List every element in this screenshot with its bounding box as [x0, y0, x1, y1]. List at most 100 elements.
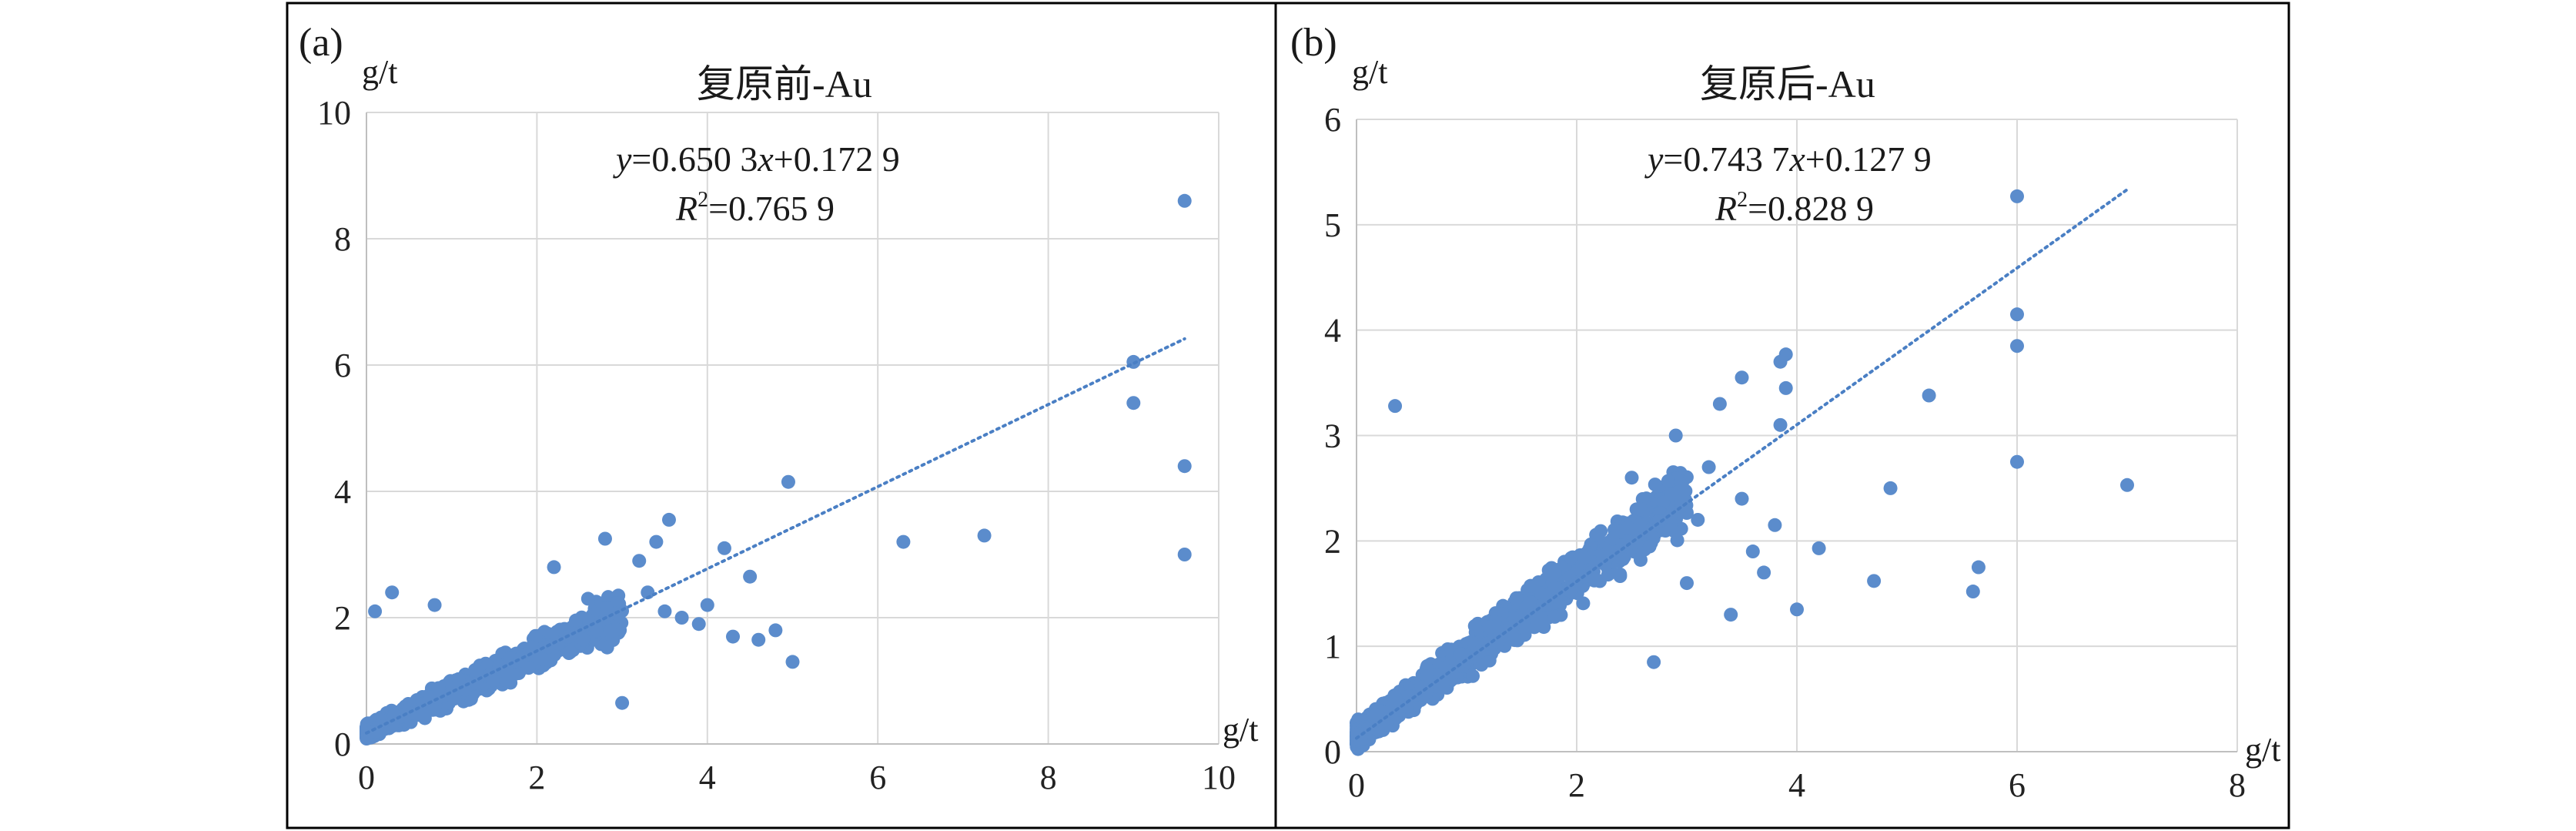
panel-a-data-point — [726, 629, 741, 644]
panel-a-data-point — [368, 604, 383, 618]
panel-b-data-point — [2120, 477, 2134, 492]
panel-a-eq-intercept: +0.172 9 — [774, 139, 900, 179]
panel-a-ticks: 0 2 4 6 8 10 0 2 4 6 8 10 — [317, 94, 1236, 796]
panel-a-r2-r: R — [675, 189, 698, 228]
panel-a-data-point — [781, 474, 795, 489]
panel-b-data-point — [2010, 307, 2024, 322]
panel-a-data-point — [547, 560, 561, 575]
panel-b-data-point — [1648, 477, 1662, 492]
panel-b-data-point — [1454, 647, 1468, 662]
panel-b-data-point — [1507, 612, 1522, 626]
panel-b-r2: R2=0.828 9 — [1715, 188, 1874, 228]
panel-b: 0 2 4 6 8 0 1 2 3 4 5 6 (b) g/t 复原后-Au y=0.743 7x+0… — [1290, 21, 2280, 804]
panel-a-data-point — [785, 655, 800, 669]
panel-b-data-point — [1379, 715, 1393, 730]
panel-a-eq-slope: =0.650 3 — [631, 139, 758, 179]
panel-b-ticks: 0 2 4 6 8 0 1 2 3 4 5 6 — [1324, 101, 2246, 804]
panel-b-eq-x: x — [1788, 139, 1805, 179]
panel-b-data-point — [1524, 578, 1538, 593]
panel-a-data-point — [597, 531, 612, 546]
panel-b-y-tick-label: 5 — [1324, 206, 1341, 244]
panel-b-data-point — [1524, 595, 1538, 610]
panel-b-data-point — [1691, 512, 1705, 527]
panel-b-data-point — [1632, 518, 1647, 532]
panel-a-data-point — [427, 598, 442, 612]
panel-a-data-point — [977, 528, 992, 543]
panel-b-data-point — [1402, 689, 1417, 703]
panel-b-data-point — [1547, 580, 1562, 595]
panel-a-x-tick-label: 8 — [1040, 759, 1057, 796]
panel-a-r2: R2=0.765 9 — [675, 188, 835, 228]
panel-b-data-point — [1588, 573, 1603, 588]
panel-b-x-tick-label: 0 — [1348, 766, 1365, 804]
panel-a-ylabel: g/t — [362, 53, 397, 91]
panel-a-data-point — [451, 672, 466, 686]
panel-a-x-tick-label: 2 — [528, 759, 545, 796]
panel-a-data-point — [743, 569, 758, 584]
panel-a-data-point — [576, 632, 590, 647]
panel-b-eq-slope: =0.743 7 — [1663, 139, 1789, 179]
panel-b-data-point — [1472, 645, 1487, 659]
panel-b-data-point — [1724, 608, 1738, 622]
panel-a-data-point — [661, 512, 676, 527]
panel-b-data-point — [1680, 576, 1694, 591]
panel-a-data-point — [657, 604, 672, 618]
panel-a-data-point — [1126, 396, 1141, 410]
panel-b-y-tick-label: 4 — [1324, 312, 1341, 350]
panel-b-data-point — [1712, 397, 1727, 411]
panel-b-data-point — [1790, 602, 1804, 617]
panel-a-data-point — [674, 611, 689, 625]
panel-a-data-point — [632, 554, 647, 568]
panel-b-y-tick-label: 3 — [1324, 417, 1341, 455]
panel-b-data-point — [1778, 380, 1793, 395]
panel-b-data-point — [1656, 495, 1671, 510]
panel-a-data-point — [1177, 193, 1192, 208]
panel-b-data-point — [1757, 565, 1771, 580]
panel-b-data-point — [1735, 370, 1749, 385]
panel-b-eq-y: y — [1644, 139, 1664, 179]
panel-b-data-point — [1507, 628, 1521, 642]
panel-b-data-point — [2010, 454, 2024, 469]
panel-b-data-point — [1509, 591, 1524, 605]
panel-a-data-point — [447, 692, 462, 706]
panel-b-data-point — [1547, 609, 1562, 624]
panel-a-data-point — [528, 629, 543, 644]
panel-b-data-point — [1670, 533, 1684, 548]
panel-a-data-point — [521, 661, 536, 675]
panel-b-data-point — [1547, 565, 1562, 579]
panel-b-data-point — [1621, 521, 1635, 535]
panel-b-data-point — [2010, 189, 2024, 203]
panel-b-frame — [1274, 2, 2290, 829]
panel-a-r2-value: =0.765 9 — [708, 189, 835, 228]
panel-b-data-point — [1812, 541, 1826, 555]
panel-a-y-tick-label: 10 — [317, 94, 351, 132]
panel-b-data-point — [1615, 552, 1630, 567]
panel-a-r2-sup: 2 — [698, 188, 708, 212]
panel-a-data-point — [1177, 459, 1192, 474]
panel-a-y-tick-label: 2 — [334, 599, 351, 637]
panel-b-label: (b) — [1290, 21, 1337, 65]
panel-b-y-tick-label: 2 — [1324, 522, 1341, 560]
panel-b-eq-intercept: +0.127 9 — [1805, 139, 1932, 179]
panel-b-data-point — [1596, 550, 1611, 565]
panel-b-data-point — [1971, 560, 1986, 575]
panel-a-data-point — [589, 623, 604, 638]
panel-b-data-point — [1768, 518, 1782, 532]
panel-b-data-point — [1922, 388, 1936, 403]
panel-b-data-point — [1647, 655, 1661, 669]
panel-a-data-point — [641, 585, 655, 600]
panel-a-points — [360, 193, 1192, 746]
panel-b-data-point — [1388, 399, 1403, 414]
panel-b-data-point — [1773, 417, 1788, 432]
panel-b-ylabel: g/t — [1352, 53, 1387, 91]
panel-a-data-point — [503, 650, 517, 665]
panel-a-data-point — [896, 534, 911, 549]
panel-a-y-tick-label: 8 — [334, 220, 351, 258]
panel-a-xlabel: g/t — [1223, 711, 1258, 749]
panel-b-y-tick-label: 0 — [1324, 733, 1341, 771]
panel-b-data-point — [1635, 491, 1650, 506]
panel-b-data-point — [1466, 668, 1480, 683]
panel-b-data-point — [1577, 551, 1591, 565]
panel-b-x-tick-label: 8 — [2229, 766, 2246, 804]
